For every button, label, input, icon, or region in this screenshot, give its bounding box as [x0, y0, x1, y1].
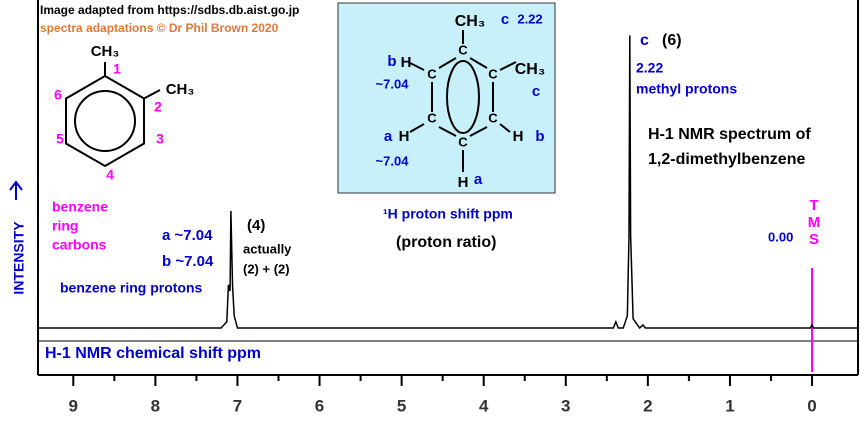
inset-label: a	[474, 171, 483, 188]
x-tick-label: 9	[69, 396, 78, 415]
y-axis-label: INTENSITY	[11, 221, 27, 295]
molecule-label: CH₃	[91, 43, 120, 60]
intensity-arrowhead	[9, 180, 23, 191]
inset-label: ~7.04	[376, 76, 410, 91]
annotation: benzene	[52, 199, 108, 215]
inset-label: CH₃	[515, 61, 546, 78]
inset-label: c	[501, 11, 509, 28]
annotation: carbons	[52, 237, 107, 253]
inset-label: b	[535, 128, 544, 145]
annotation: 2.22	[636, 60, 663, 76]
x-tick-label: 0	[807, 396, 816, 415]
x-tick-label: 4	[479, 396, 489, 415]
annotation: 1,2-dimethylbenzene	[648, 151, 805, 168]
annotation: H-1 NMR spectrum of	[648, 126, 811, 143]
inset-label: 2.22	[517, 11, 542, 26]
annotation: (6)	[662, 32, 682, 49]
inset-label: a	[384, 128, 393, 145]
x-tick-label: 3	[561, 396, 570, 415]
inset-label: b	[387, 53, 396, 70]
annotation: Image adapted from https://sdbs.db.aist.…	[40, 3, 299, 17]
annotation: ring	[52, 218, 78, 234]
inset-label: ~7.04	[376, 153, 410, 168]
inset-label: C	[458, 42, 468, 57]
annotation: c	[640, 32, 649, 49]
tms-label: TMS	[806, 197, 823, 248]
molecule-label: 1	[113, 61, 121, 77]
inset-label: H	[399, 128, 410, 145]
annotation: (2) + (2)	[243, 261, 290, 276]
inset-label: CH₃	[455, 13, 486, 30]
annotation: ¹H proton shift ppm	[383, 206, 513, 222]
molecule-label: 3	[156, 131, 164, 147]
molecule-label: 2	[154, 99, 162, 115]
inset-bonds	[409, 30, 517, 172]
inset-label: C	[488, 66, 498, 81]
x-tick-label: 7	[233, 396, 242, 415]
x-tick-label: 5	[397, 396, 406, 415]
molecule-label: 4	[106, 167, 114, 183]
inset-label: C	[427, 110, 437, 125]
inset-label: c	[532, 83, 540, 100]
annotation: benzene ring protons	[60, 280, 203, 296]
annotation: (proton ratio)	[396, 234, 496, 251]
x-tick-label: 1	[725, 396, 734, 415]
inset-label: H	[458, 174, 469, 191]
inset-label: C	[427, 66, 437, 81]
left-molecule	[65, 62, 161, 168]
molecule-label: 6	[54, 87, 62, 103]
annotation: methyl protons	[636, 81, 737, 97]
annotation: 0.00	[768, 229, 793, 244]
annotation: (4)	[247, 217, 265, 234]
inset-label: H	[513, 128, 524, 145]
x-tick-label: 2	[643, 396, 652, 415]
inset-label: C	[458, 134, 468, 149]
annotation: spectra adaptations © Dr Phil Brown 2020	[40, 21, 279, 35]
annotation: actually	[243, 241, 292, 256]
inset-label: C	[488, 110, 498, 125]
x-axis-label: H-1 NMR chemical shift ppm	[45, 345, 261, 362]
annotation: b ~7.04	[162, 253, 214, 270]
x-tick-label: 6	[315, 396, 324, 415]
spectrum-line	[38, 35, 858, 330]
annotation: a ~7.04	[162, 227, 213, 244]
molecule-label: 5	[56, 131, 64, 147]
inset-label: H	[401, 54, 412, 71]
x-tick-label: 8	[151, 396, 160, 415]
molecule-label: CH₃	[166, 81, 195, 98]
